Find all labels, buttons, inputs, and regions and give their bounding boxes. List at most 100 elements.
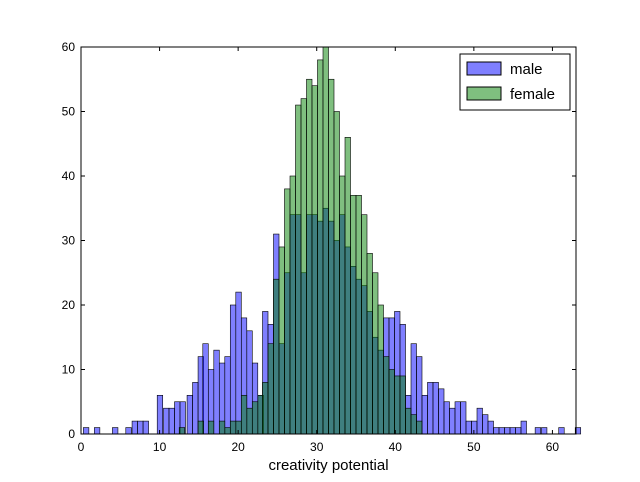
bar-female-2: [207, 420, 215, 435]
bar-female-0: [178, 427, 186, 435]
bar-male-7: [156, 394, 164, 435]
bar-male-66: [482, 414, 489, 435]
bar-male-75: [541, 427, 548, 435]
bar-male-9: [168, 407, 175, 435]
x-tick-label-0: 0: [78, 440, 85, 454]
ticks-layer: 0 10 20 30 40 50 60 0 10 20 30 40 50 60: [62, 40, 576, 454]
bar-male-0: [83, 427, 90, 435]
legend: male female: [459, 53, 571, 111]
bar-male-8: [163, 407, 170, 435]
bar-female-19: [306, 78, 313, 435]
bar-female-3: [218, 420, 226, 435]
bar-male-67: [487, 420, 494, 435]
y-tick-label-20: 20: [62, 298, 76, 312]
bar-male-59: [443, 401, 450, 435]
bar-female-35: [394, 375, 401, 435]
y-tick-label-50: 50: [62, 105, 76, 119]
bar-female-28: [355, 195, 362, 435]
bar-male-76: [558, 427, 565, 435]
bar-male-15: [202, 343, 209, 435]
bars-layer: [83, 46, 582, 435]
x-tick-label-60: 60: [546, 440, 560, 454]
bar-male-21: [235, 291, 242, 435]
bar-male-72: [515, 427, 522, 435]
legend-label-female: female: [510, 86, 555, 103]
bar-female-1: [197, 420, 204, 435]
bar-male-6: [142, 420, 149, 435]
y-tick-label-0: 0: [68, 427, 75, 441]
bar-male-17: [213, 349, 220, 435]
bar-female-33: [383, 356, 390, 435]
bar-female-13: [273, 278, 280, 435]
y-tick-label-60: 60: [62, 40, 76, 54]
bar-female-12: [267, 343, 274, 435]
x-tick-label-50: 50: [467, 440, 481, 454]
bar-male-56: [427, 382, 434, 435]
bar-male-60: [449, 407, 456, 435]
bar-female-8: [246, 407, 253, 435]
bar-female-20: [311, 85, 318, 435]
bar-female-15: [284, 188, 291, 435]
bar-male-62: [460, 401, 467, 435]
bar-male-69: [498, 427, 505, 435]
bar-female-9: [251, 401, 259, 435]
bar-female-38: [410, 414, 417, 435]
x-tick-label-30: 30: [310, 440, 324, 454]
bar-female-23: [328, 78, 335, 435]
bar-female-26: [344, 137, 351, 435]
bar-male-20: [229, 304, 237, 435]
bar-female-25: [339, 175, 346, 435]
bar-female-22: [322, 46, 329, 435]
bar-female-36: [399, 375, 406, 435]
bar-female-14: [278, 246, 285, 435]
bar-female-16: [289, 175, 296, 435]
bar-male-4: [131, 420, 138, 435]
y-tick-label-40: 40: [62, 169, 76, 183]
legend-swatch-male: [466, 61, 502, 76]
bar-male-63: [465, 420, 472, 435]
bar-female-21: [317, 59, 324, 435]
bar-male-71: [509, 427, 516, 435]
bar-female-4: [224, 427, 231, 435]
bar-male-57: [432, 382, 439, 435]
bar-female-32: [377, 304, 384, 435]
bar-male-74: [534, 427, 541, 435]
bar-female-30: [366, 253, 373, 435]
y-tick-label-10: 10: [62, 363, 76, 377]
bar-male-68: [493, 427, 500, 435]
bar-male-70: [504, 427, 511, 435]
bar-male-19: [224, 356, 231, 435]
bar-male-2: [112, 427, 119, 435]
bar-male-3: [125, 427, 132, 435]
bar-female-5: [229, 420, 237, 435]
bar-female-17: [295, 104, 302, 435]
bar-female-7: [240, 394, 248, 435]
legend-label-male: male: [510, 61, 543, 78]
bar-male-77: [574, 427, 582, 435]
x-axis-label: creativity potential: [268, 457, 388, 474]
bar-female-39: [416, 420, 423, 435]
bar-male-12: [186, 394, 193, 435]
bar-male-1: [94, 427, 101, 435]
bar-female-37: [405, 407, 412, 435]
y-tick-label-30: 30: [62, 234, 76, 248]
x-tick-label-20: 20: [231, 440, 245, 454]
bar-male-65: [476, 407, 483, 435]
bar-female-34: [388, 369, 395, 435]
bar-male-5: [137, 420, 144, 435]
bar-male-55: [421, 394, 428, 435]
bar-male-13: [192, 382, 199, 435]
bar-male-58: [438, 388, 445, 435]
bar-female-27: [350, 195, 357, 435]
bar-female-31: [372, 272, 379, 435]
plot-frame: [80, 46, 577, 435]
bar-male-61: [454, 401, 461, 435]
bar-female-24: [333, 111, 340, 435]
x-tick-label-40: 40: [389, 440, 403, 454]
legend-swatch-female: [466, 86, 502, 101]
bar-male-73: [520, 420, 527, 435]
bar-female-29: [361, 214, 368, 435]
bar-female-18: [300, 98, 307, 435]
x-tick-label-10: 10: [153, 440, 167, 454]
